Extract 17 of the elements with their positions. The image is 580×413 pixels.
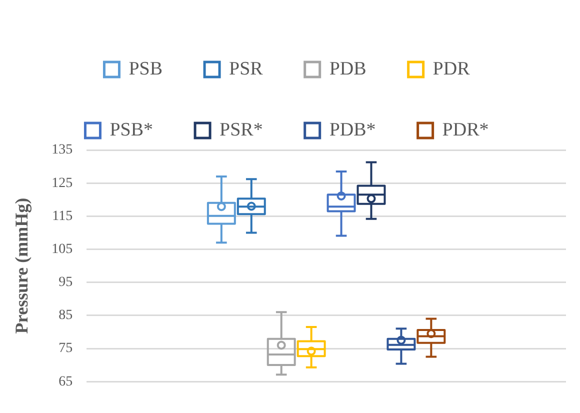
y-axis-title: Pressure (mmHg) [11,198,32,334]
y-tick-label: 105 [52,242,73,257]
legend-label: PDR* [442,119,489,140]
legend-label: PSB [128,58,163,80]
legend-label: PSB* [110,119,154,140]
legend-label: PDB* [329,119,376,140]
y-tick-label: 75 [58,341,73,356]
legend-label: PSR* [220,119,263,140]
legend-label: PDR [432,58,470,80]
y-tick-label: 135 [52,142,73,158]
y-tick-label: 85 [58,308,73,324]
y-tick-label: 65 [58,374,73,390]
y-tick-label: 125 [52,176,73,191]
legend-label: PSR [229,58,264,80]
y-tick-label: 115 [52,208,73,224]
y-tick-label: 95 [58,275,73,290]
legend-label: PDB [329,58,366,80]
